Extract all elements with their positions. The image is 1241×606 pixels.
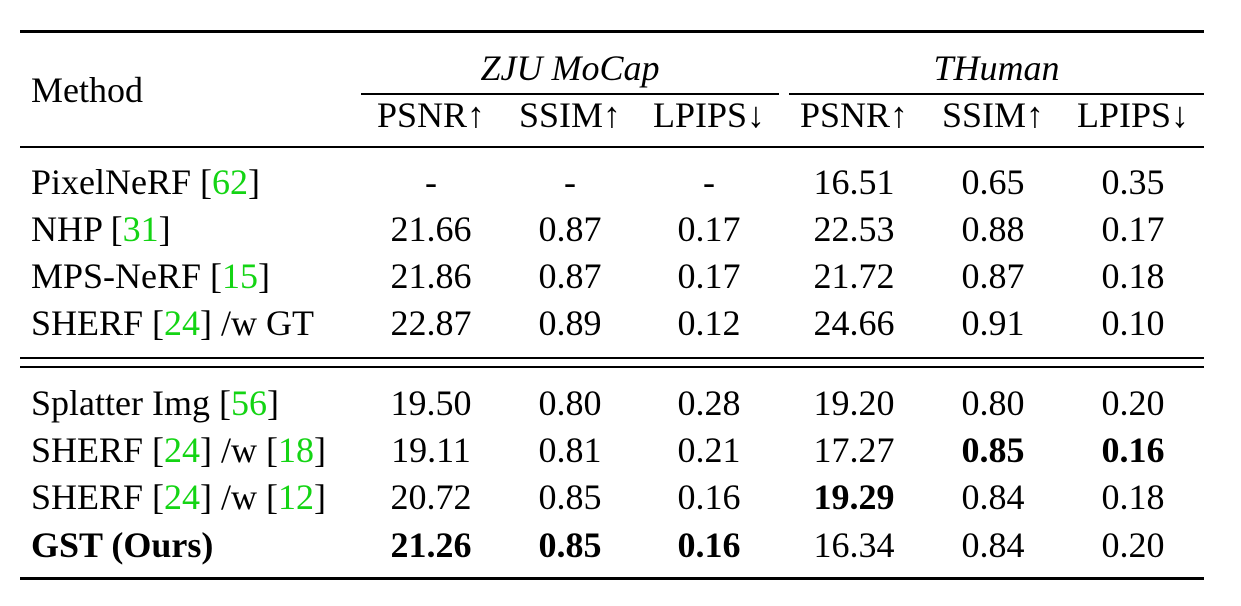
value-cell: 0.17	[1101, 209, 1165, 249]
citation-link[interactable]: 15	[222, 256, 259, 296]
value-cell: 22.53	[813, 209, 895, 249]
double-rule-lower	[20, 366, 1204, 368]
bottom-rule	[20, 577, 1204, 580]
value-cell: 0.18	[1101, 256, 1165, 296]
method-cell: Splatter Img [56]	[31, 383, 279, 423]
method-header: Method	[31, 70, 143, 110]
metric-header: PSNR↑	[376, 95, 486, 135]
value-cell: 0.18	[1101, 477, 1165, 517]
metric-header: SSIM↑	[518, 95, 622, 135]
value-cell-best: 0.85	[961, 430, 1025, 470]
value-cell: 0.16	[677, 477, 741, 517]
value-cell: 0.87	[538, 256, 602, 296]
group-header-zju: ZJU MoCap	[480, 48, 660, 88]
value-cell: 0.80	[961, 383, 1025, 423]
value-cell: 0.87	[538, 209, 602, 249]
value-cell: 20.72	[390, 477, 472, 517]
group-header-thuman: THuman	[933, 48, 1060, 88]
value-cell: 0.20	[1101, 525, 1165, 565]
value-cell: -	[425, 162, 437, 202]
value-cell-best: 0.85	[538, 525, 602, 565]
value-cell: 17.27	[813, 430, 895, 470]
citation-link[interactable]: 31	[122, 209, 159, 249]
citation-link[interactable]: 24	[164, 430, 201, 470]
value-cell: 24.66	[813, 303, 895, 343]
citation-link[interactable]: 62	[212, 162, 249, 202]
value-cell: 0.84	[961, 525, 1025, 565]
value-cell: 0.20	[1101, 383, 1165, 423]
value-cell-best: 0.16	[1101, 430, 1165, 470]
value-cell: 21.66	[390, 209, 472, 249]
value-cell: 19.50	[390, 383, 472, 423]
metric-header: LPIPS↓	[1076, 95, 1190, 135]
method-cell: NHP [31]	[31, 209, 171, 249]
method-cell: SHERF [24] /w [18]	[31, 430, 327, 470]
double-rule-upper	[20, 357, 1204, 359]
value-cell: -	[703, 162, 715, 202]
value-cell: 0.87	[961, 256, 1025, 296]
value-cell: 21.86	[390, 256, 472, 296]
value-cell: 0.65	[961, 162, 1025, 202]
value-cell-best: 19.29	[813, 477, 895, 517]
method-cell-ours: GST (Ours)	[31, 525, 214, 565]
value-cell: 0.80	[538, 383, 602, 423]
citation-link[interactable]: 24	[164, 303, 201, 343]
citation-link[interactable]: 12	[278, 477, 315, 517]
value-cell: 0.12	[677, 303, 741, 343]
value-cell: 0.89	[538, 303, 602, 343]
method-cell: SHERF [24] /w GT	[31, 303, 315, 343]
value-cell: 0.17	[677, 209, 741, 249]
method-cell: PixelNeRF [62]	[31, 162, 261, 202]
value-cell: -	[564, 162, 576, 202]
value-cell: 21.72	[813, 256, 895, 296]
metric-header: LPIPS↓	[652, 95, 766, 135]
header-rule	[20, 146, 1204, 148]
method-cell: SHERF [24] /w [12]	[31, 477, 327, 517]
value-cell: 0.10	[1101, 303, 1165, 343]
value-cell: 0.21	[677, 430, 741, 470]
citation-link[interactable]: 24	[164, 477, 201, 517]
value-cell: 16.34	[813, 525, 895, 565]
zju-group-rule	[361, 93, 779, 95]
value-cell: 0.28	[677, 383, 741, 423]
value-cell: 0.85	[538, 477, 602, 517]
thuman-group-rule	[789, 93, 1204, 95]
value-cell: 19.11	[391, 430, 471, 470]
value-cell: 0.35	[1101, 162, 1165, 202]
value-cell-best: 21.26	[390, 525, 472, 565]
citation-link[interactable]: 18	[278, 430, 315, 470]
value-cell-best: 0.16	[677, 525, 741, 565]
metric-header: PSNR↑	[799, 95, 909, 135]
value-cell: 0.88	[961, 209, 1025, 249]
value-cell: 0.17	[677, 256, 741, 296]
top-rule	[20, 30, 1204, 33]
value-cell: 0.84	[961, 477, 1025, 517]
method-cell: MPS-NeRF [15]	[31, 256, 271, 296]
metric-header: SSIM↑	[941, 95, 1045, 135]
value-cell: 19.20	[813, 383, 895, 423]
value-cell: 22.87	[390, 303, 472, 343]
value-cell: 0.81	[538, 430, 602, 470]
value-cell: 16.51	[813, 162, 895, 202]
value-cell: 0.91	[961, 303, 1025, 343]
citation-link[interactable]: 56	[230, 383, 267, 423]
